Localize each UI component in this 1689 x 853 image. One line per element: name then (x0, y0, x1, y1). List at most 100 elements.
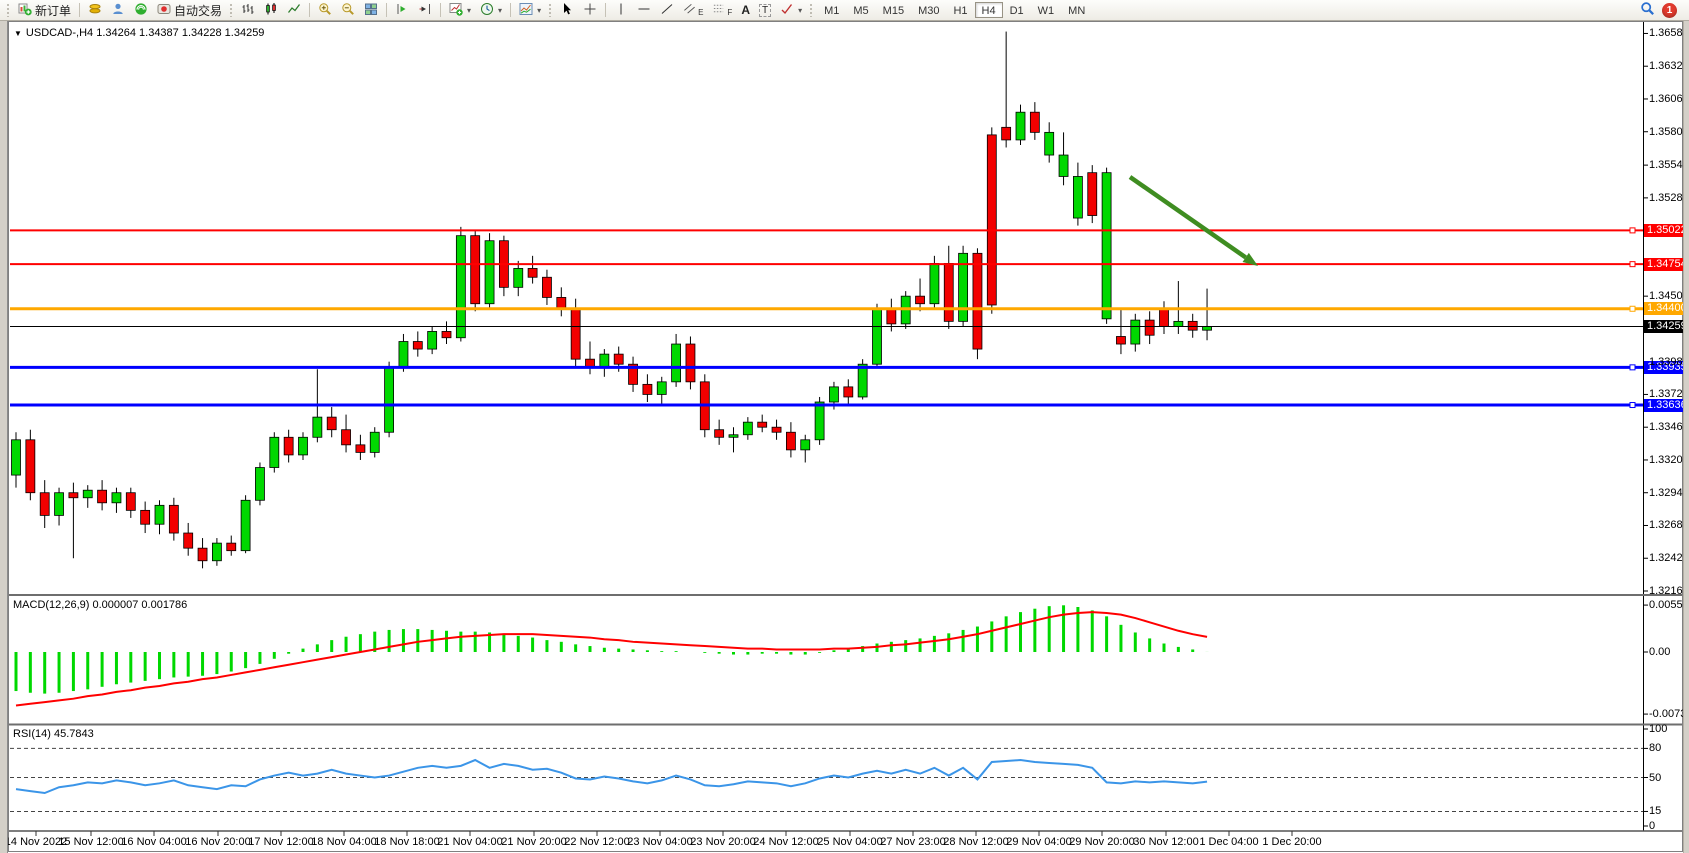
arrows-button[interactable]: ▾ (776, 1, 806, 19)
resistance-line-1-handle[interactable] (1629, 227, 1636, 234)
dropdown-caret-icon: ▾ (467, 5, 472, 15)
timeframe-M15[interactable]: M15 (882, 5, 905, 17)
rsi-line (15, 758, 1208, 795)
timeframe-M5[interactable]: M5 (853, 5, 869, 17)
crosshair-button[interactable] (579, 1, 601, 19)
bull-candle (800, 439, 811, 451)
profile-button[interactable] (107, 1, 129, 19)
bear-candle (613, 353, 624, 365)
tile-windows-button[interactable] (360, 1, 382, 19)
bear-candle (326, 416, 337, 431)
timeframe-D1[interactable]: D1 (1009, 5, 1024, 17)
deposit-button[interactable] (84, 1, 106, 19)
toolbar-separator (309, 3, 311, 17)
bull-candle (269, 436, 280, 468)
line-chart-button[interactable] (283, 1, 305, 19)
vertical-line-icon (614, 2, 628, 19)
profile-icon (111, 2, 125, 19)
text-button[interactable]: A (737, 1, 754, 19)
clock-icon (480, 2, 494, 19)
zoom-out-button[interactable] (337, 1, 359, 19)
bear-candle (943, 262, 954, 322)
vertical-line-button[interactable] (610, 1, 632, 19)
add-indicator-button[interactable]: ▾ (445, 1, 475, 19)
horizontal-line-button[interactable] (633, 1, 655, 19)
bull-candle (255, 467, 265, 501)
timeframe-W1[interactable]: W1 (1037, 5, 1055, 17)
bear-candle (843, 386, 854, 398)
bear-candle (757, 421, 768, 428)
toolbar-separator (440, 3, 442, 17)
symbol-ohlc-overlay[interactable]: ▼ USDCAD-,H4 1.34264 1.34387 1.34228 1.3… (14, 27, 264, 39)
toolbar-grip (229, 3, 235, 17)
text-icon: A (741, 3, 750, 17)
bear-candle (283, 436, 294, 456)
bear-candle (771, 426, 782, 433)
timeframe-H1[interactable]: H1 (953, 5, 968, 17)
bull-candle (814, 401, 825, 441)
bull-candle (1073, 176, 1083, 219)
bull-candle (384, 366, 395, 433)
candlestick-chart-button[interactable] (260, 1, 282, 19)
bear-candle (168, 504, 179, 534)
resistance-line-2-handle[interactable] (1629, 261, 1636, 268)
periods-button[interactable]: ▾ (476, 1, 506, 19)
autotrading-label: 自动交易 (174, 3, 223, 18)
bear-candle (714, 429, 725, 438)
bear-candle (39, 492, 50, 516)
notification-badge[interactable]: 1 (1662, 2, 1677, 18)
chart-shift-button[interactable] (414, 1, 436, 19)
trendline-button[interactable] (656, 1, 678, 19)
auto-scroll-button[interactable] (391, 1, 413, 19)
coins-icon (88, 2, 102, 19)
bull-candle (1044, 131, 1055, 156)
cursor-button[interactable] (556, 1, 578, 19)
bull-candle (211, 542, 222, 562)
candlestick-icon (264, 2, 278, 19)
timeframe-M30[interactable]: M30 (918, 5, 940, 17)
templates-button[interactable]: ▾ (515, 1, 545, 19)
support-line-2-handle[interactable] (1629, 402, 1636, 409)
bear-candle (125, 492, 136, 511)
timeframe-M1[interactable]: M1 (824, 5, 840, 17)
new-order-button[interactable]: 新订单 (14, 1, 75, 19)
bull-candle (54, 492, 64, 516)
bear-candle (1187, 320, 1198, 331)
bull-candle (369, 431, 380, 453)
search-icon[interactable] (1640, 1, 1655, 19)
bear-candle (642, 383, 653, 395)
text-label-button[interactable]: T (755, 1, 775, 19)
timeframe-H4[interactable]: H4 (974, 2, 1003, 18)
bear-candle (972, 252, 983, 350)
bear-candle (1116, 336, 1126, 345)
bull-candle (513, 268, 524, 288)
bear-candle (341, 429, 351, 446)
autotrading-button[interactable]: 自动交易 (153, 1, 226, 19)
bear-candle (915, 295, 925, 305)
timeframe-MN[interactable]: MN (1068, 5, 1086, 17)
equidistant-channel-button[interactable]: E (679, 1, 707, 19)
pivot-line-handle[interactable] (1629, 305, 1636, 312)
trendline-icon (660, 2, 674, 19)
signal-button[interactable] (130, 1, 152, 19)
bar-chart-icon (241, 2, 255, 19)
trend-arrow[interactable] (1128, 175, 1247, 260)
bear-candle (97, 489, 107, 504)
new-order-label: 新订单 (35, 3, 72, 18)
zoom-in-button[interactable] (314, 1, 336, 19)
symbol-collapse-icon: ▼ (14, 28, 22, 38)
bear-candle (1029, 111, 1040, 133)
bull-candle (1101, 172, 1112, 320)
auto-scroll-icon (395, 2, 409, 19)
bear-candle (226, 542, 237, 552)
bear-candle (197, 547, 208, 562)
fibonacci-button[interactable]: F (708, 1, 736, 19)
bar-chart-button[interactable] (237, 1, 259, 19)
bear-candle (1087, 172, 1098, 216)
dropdown-caret-icon: ▾ (798, 5, 803, 15)
toolbar-grip (6, 3, 11, 17)
bear-candle (786, 431, 796, 451)
fibonacci-letter: F (727, 8, 733, 17)
support-line-1-handle[interactable] (1629, 364, 1636, 371)
